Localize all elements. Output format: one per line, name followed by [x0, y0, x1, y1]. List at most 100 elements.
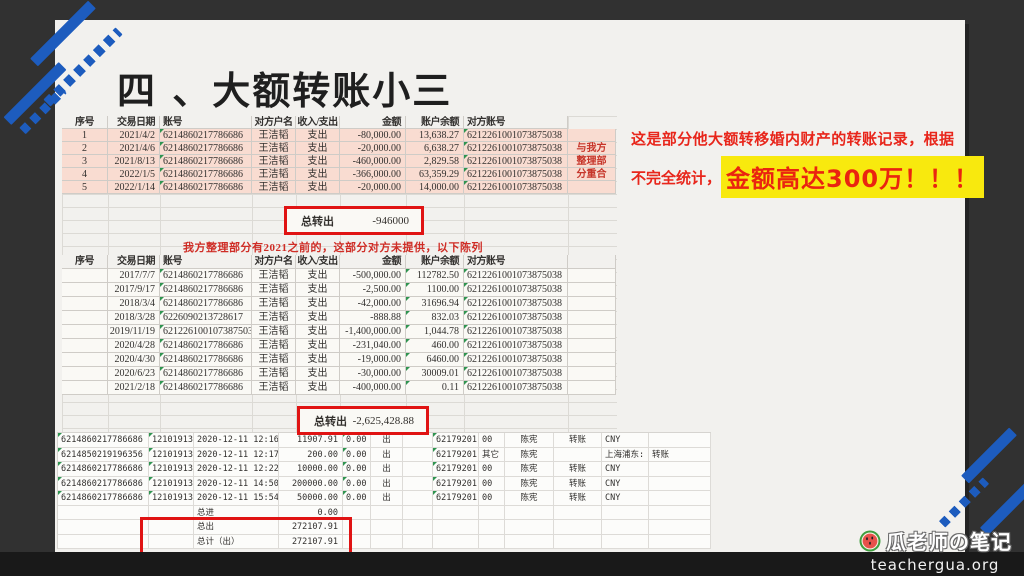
table-cell: 总计（出） — [194, 534, 279, 549]
table-cell — [403, 534, 433, 549]
table-cell: 6460.00 — [406, 353, 464, 367]
table-cell: 整理部 — [568, 155, 616, 168]
table-cell: 2020/4/30 — [108, 353, 160, 367]
table-cell — [568, 297, 616, 311]
table-row: 6214860217786686 12101913: 2020-12-11 12:1… — [58, 433, 711, 448]
table-cell — [568, 325, 616, 339]
table-cell — [371, 534, 403, 549]
bottom-band — [0, 552, 1024, 576]
table-cell: 2022/1/14 — [108, 181, 160, 194]
table-cell: 陈宪 — [505, 462, 554, 477]
table-cell — [403, 520, 433, 535]
table-cell — [371, 520, 403, 535]
table-cell: 12101913: — [149, 491, 194, 506]
table-row: 2019/11/19 6212261001073875038 王洁韬 支出 -1,400… — [62, 325, 616, 339]
table-cell: 支出 — [296, 367, 340, 381]
table-cell: 6214860217786686 — [160, 168, 252, 181]
table-cell: 272107.91 — [279, 520, 343, 535]
column-header: 金额 — [340, 116, 406, 129]
table-cell: 14,000.00 — [406, 181, 464, 194]
table-cell — [649, 433, 711, 448]
total-out-box-3 — [140, 517, 352, 556]
table-cell: 6214860217786686 — [58, 476, 149, 491]
table-cell: -20,000.00 — [340, 142, 406, 155]
watermark-site: teachergua.org — [870, 556, 1000, 574]
table-cell — [649, 505, 711, 520]
column-header: 序号 — [62, 116, 108, 129]
table-cell: -366,000.00 — [340, 168, 406, 181]
table-row: 3 2021/8/13 6214860217786686 王洁韬 支出 -460,000.… — [62, 155, 616, 168]
table-cell: -20,000.00 — [340, 181, 406, 194]
table-cell: -19,000.00 — [340, 353, 406, 367]
table-cell: 支出 — [296, 142, 340, 155]
column-header: 对方账号 — [464, 255, 568, 269]
table-cell: 6214860217786686 — [160, 381, 252, 395]
table-row: 2017/7/7 6214860217786686 王洁韬 支出 -500,000.00… — [62, 269, 616, 283]
table-cell — [554, 534, 602, 549]
table-cell: 62179201( — [433, 491, 479, 506]
table-cell: 00 — [479, 476, 505, 491]
table-cell — [602, 505, 649, 520]
table-cell — [568, 367, 616, 381]
bank-statement-table: 6214860217786686 12101913: 2020-12-11 12:1… — [57, 432, 711, 549]
table-cell — [58, 534, 149, 549]
table-cell: 6212261001073875038 — [464, 269, 568, 283]
table-cell: 6212261001073875038 — [160, 325, 252, 339]
table-cell — [568, 269, 616, 283]
table-cell: 出 — [371, 447, 403, 462]
table-cell: 6212261001073875038 — [464, 283, 568, 297]
table-cell — [62, 311, 108, 325]
table-cell — [649, 520, 711, 535]
table-cell: 王洁韬 — [252, 283, 296, 297]
table-cell: 62179201( — [433, 433, 479, 448]
table-cell — [554, 447, 602, 462]
table-cell: -231,040.00 — [340, 339, 406, 353]
table-cell: 2017/7/7 — [108, 269, 160, 283]
table-row: 2020/4/30 6214860217786686 王洁韬 支出 -19,000.00… — [62, 353, 616, 367]
table-cell — [403, 462, 433, 477]
table-row: 总计（出） 272107.91 — [58, 534, 711, 549]
table-cell — [649, 491, 711, 506]
table-cell — [403, 505, 433, 520]
column-header: 收入/支出 — [296, 255, 340, 269]
table-cell — [479, 534, 505, 549]
table-cell: 王洁韬 — [252, 367, 296, 381]
table-cell: 200000.00 — [279, 476, 343, 491]
table-cell: 王洁韬 — [252, 129, 296, 142]
table-cell: 分重合 — [568, 168, 616, 181]
table-cell: 王洁韬 — [252, 325, 296, 339]
table-row: 4 2022/1/5 6214860217786686 王洁韬 支出 -366,000.0… — [62, 168, 616, 181]
table-cell: 陈宪 — [505, 476, 554, 491]
callout-highlight: 金额高达300万！！！ — [721, 156, 985, 198]
table-cell: 出 — [371, 476, 403, 491]
table-cell: 转账 — [649, 447, 711, 462]
table-cell: 王洁韬 — [252, 269, 296, 283]
table-cell: 陈宪 — [505, 491, 554, 506]
table-cell: 460.00 — [406, 339, 464, 353]
table-cell: 00 — [479, 491, 505, 506]
table-cell: 6214850219196356 — [58, 447, 149, 462]
table-cell: CNY — [602, 462, 649, 477]
table-cell: 6214860217786686 — [58, 433, 149, 448]
table-cell: 6214860217786686 — [160, 283, 252, 297]
table-cell: 转账 — [554, 433, 602, 448]
table-cell: CNY — [602, 433, 649, 448]
table-header-row: 序号 交易日期 账号 对方户名 收入/支出 金额 账户余额 对方账号 — [62, 255, 616, 269]
decorative-stripe — [961, 427, 1017, 484]
table-cell: CNY — [602, 491, 649, 506]
table-cell: 6214860217786686 — [160, 339, 252, 353]
table-row: 2020/4/28 6214860217786686 王洁韬 支出 -231,040.0… — [62, 339, 616, 353]
table-row: 2017/9/17 6214860217786686 王洁韬 支出 -2,500.00 1… — [62, 283, 616, 297]
table-cell: 2021/4/6 — [108, 142, 160, 155]
table-cell: 6212261001073875038 — [464, 381, 568, 395]
table-cell: 出 — [371, 462, 403, 477]
table-cell — [568, 129, 616, 142]
table-cell — [403, 476, 433, 491]
table-cell: -460,000.00 — [340, 155, 406, 168]
table-cell: 总出 — [194, 520, 279, 535]
table-cell — [554, 505, 602, 520]
table-cell: 0.00 — [343, 491, 371, 506]
table-row: 6214860217786686 12101913: 2020-12-11 12:2… — [58, 462, 711, 477]
column-header: 账号 — [160, 116, 252, 129]
table-cell: 6214860217786686 — [160, 269, 252, 283]
